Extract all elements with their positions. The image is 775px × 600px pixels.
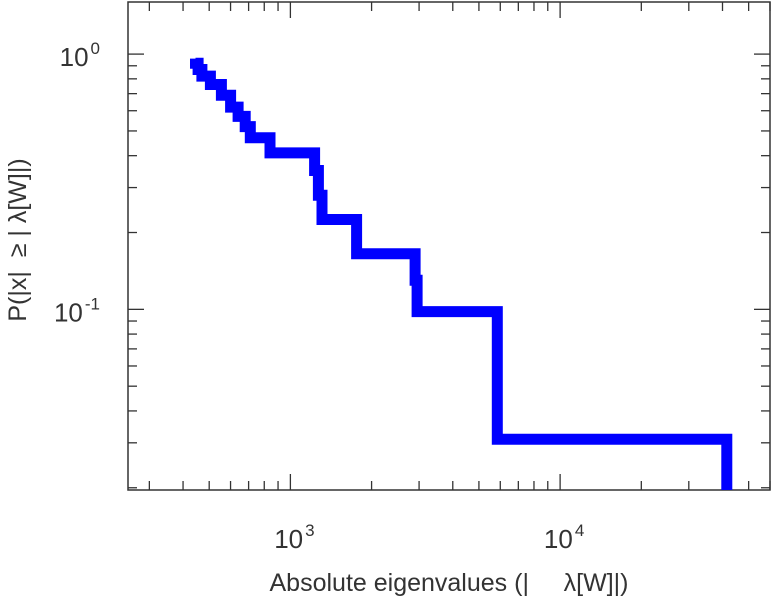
- series-layer: [190, 57, 733, 490]
- tick-labels: 10 3 10 4 10 0 10 -1: [54, 39, 584, 554]
- x-tick-label: 10 3: [274, 521, 314, 554]
- major-ticks: [128, 2, 770, 490]
- x-tick-label: 10 4: [544, 521, 584, 554]
- y-tick-label: 10 -1: [54, 294, 100, 327]
- y-axis-label: P(|x| ≥ | λ[W]|): [4, 158, 32, 321]
- ccdf-step-line: [190, 57, 733, 490]
- minor-ticks: [128, 2, 771, 490]
- y-tick-label: 10 0: [60, 39, 100, 72]
- plot-frame: [127, 1, 771, 491]
- x-axis-label: Absolute eigenvalues (| λ[W]|): [270, 569, 629, 597]
